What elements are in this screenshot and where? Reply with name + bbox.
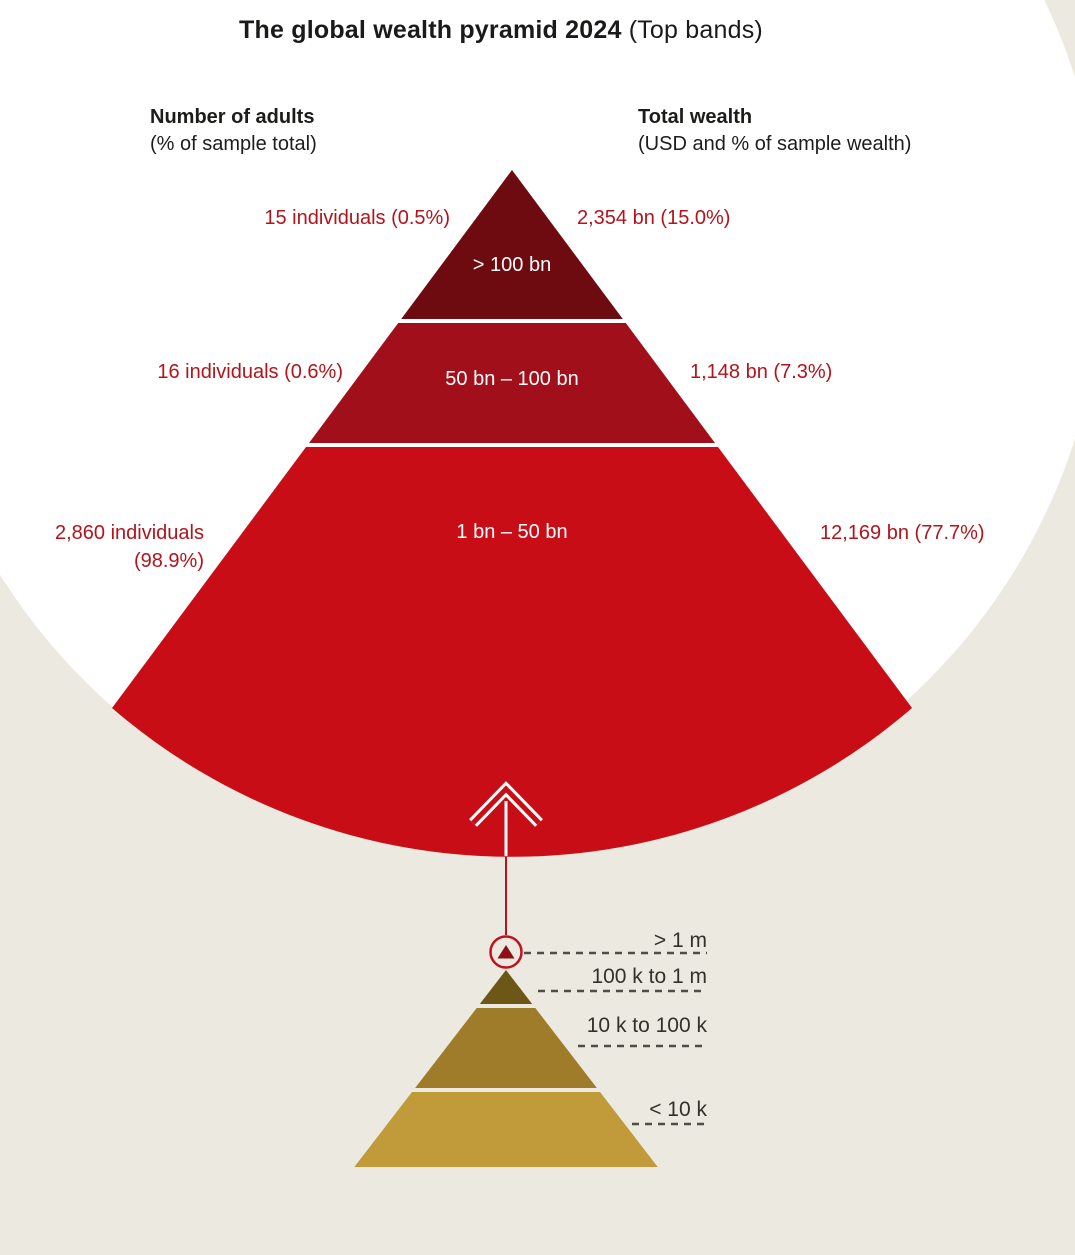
marker-circle (489, 935, 523, 969)
left-column-title: Number of adults (150, 106, 315, 128)
title-suffix: (Top bands) (621, 16, 763, 44)
mini-label-under-10k: < 10 k (649, 1098, 707, 1121)
mini-pyramid-band-100k-1m (479, 970, 533, 1004)
mini-pyramid-band-under-10k (354, 1092, 658, 1167)
mini-label-gt-1m: > 1 m (653, 929, 707, 952)
band3-adults-label: 2,860 individuals (98.9%) (0, 519, 204, 575)
millionaires-marker-icon (489, 935, 523, 969)
band3-adults-line1: 2,860 individuals (55, 522, 204, 544)
right-column-subtitle: (USD and % of sample wealth) (638, 133, 912, 155)
left-column-subtitle: (% of sample total) (150, 133, 317, 155)
mini-pyramid-band-10k-100k (415, 1008, 597, 1088)
left-column-header: Number of adults (% of sample total) (150, 104, 317, 158)
band1-wealth-label: 2,354 bn (15.0%) (577, 207, 731, 229)
up-arrow-icon (469, 781, 543, 935)
fan-band-50-100bn (309, 323, 715, 443)
marker-triangle (497, 945, 515, 959)
right-column-header: Total wealth (USD and % of sample wealth… (638, 104, 911, 158)
title-main: The global wealth pyramid 2024 (239, 16, 622, 44)
band2-range-label: 50 bn – 100 bn (445, 368, 579, 390)
up-arrow-chevron-core (471, 785, 541, 825)
band1-range-label: > 100 bn (472, 254, 552, 276)
band1-adults-label: 15 individuals (0.5%) (264, 207, 450, 229)
right-column-title: Total wealth (638, 106, 753, 128)
mini-label-100k-1m: 100 k to 1 m (591, 965, 707, 988)
page-title: The global wealth pyramid 2024 (Top band… (0, 16, 1002, 45)
mini-label-10k-100k: 10 k to 100 k (586, 1014, 707, 1037)
fan-band-1-50bn (112, 447, 912, 857)
band3-adults-line2: (98.9%) (133, 550, 204, 572)
band3-range-label: 1 bn – 50 bn (456, 521, 568, 543)
fan-band-top-100bn (401, 170, 623, 319)
band2-adults-label: 16 individuals (0.6%) (157, 361, 343, 383)
band2-wealth-label: 1,148 bn (7.3%) (690, 361, 833, 383)
band3-wealth-label: 12,169 bn (77.7%) (820, 522, 985, 544)
